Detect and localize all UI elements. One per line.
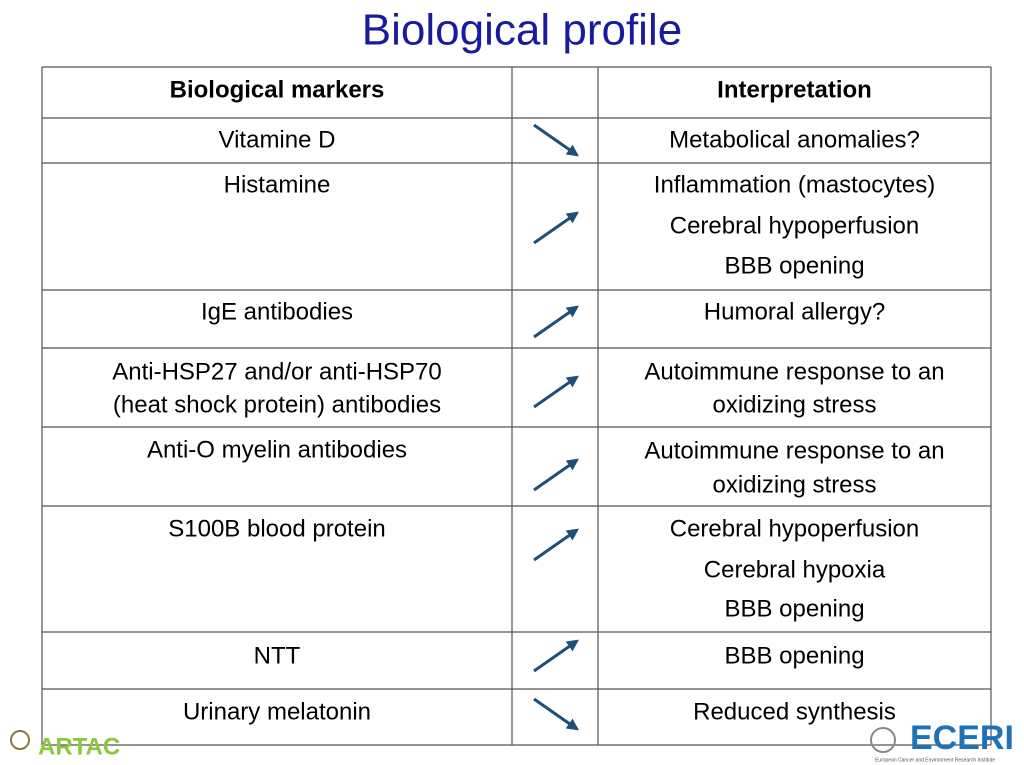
marker-text: IgE antibodies xyxy=(201,298,353,325)
interpretation-text: BBB opening xyxy=(724,595,864,622)
marker-text: S100B blood protein xyxy=(168,515,386,542)
marker-text: Histamine xyxy=(224,171,331,198)
interpretation-text: Metabolical anomalies? xyxy=(669,126,920,153)
interpretation-text: Autoimmune response to an xyxy=(644,437,944,464)
header-cell: Interpretation xyxy=(717,76,872,103)
marker-text: (heat shock protein) antibodies xyxy=(113,391,441,418)
logo-caption: European Cancer and Environment Research… xyxy=(875,757,995,763)
interpretation-text: Cerebral hypoperfusion xyxy=(670,212,919,239)
marker-text: NTT xyxy=(254,642,301,669)
logo-left: ARTAC xyxy=(38,733,120,760)
marker-text: Anti-O myelin antibodies xyxy=(147,436,407,463)
interpretation-text: oxidizing stress xyxy=(712,391,876,418)
logo-right: ECERI xyxy=(910,719,1014,757)
interpretation-text: Humoral allergy? xyxy=(704,298,885,325)
marker-text: Urinary melatonin xyxy=(183,698,371,725)
header-cell: Biological markers xyxy=(170,76,385,103)
marker-text: Vitamine D xyxy=(219,126,336,153)
interpretation-text: Cerebral hypoxia xyxy=(704,556,886,583)
interpretation-text: oxidizing stress xyxy=(712,471,876,498)
trend-arrow xyxy=(533,375,579,409)
trend-arrow xyxy=(533,305,579,339)
interpretation-text: BBB opening xyxy=(724,642,864,669)
marker-text: Anti-HSP27 and/or anti-HSP70 xyxy=(112,358,442,385)
trend-arrow xyxy=(533,123,579,157)
trend-arrow xyxy=(533,458,579,492)
interpretation-text: Inflammation (mastocytes) xyxy=(654,171,935,198)
trend-arrow xyxy=(533,528,579,562)
trend-arrow xyxy=(533,639,579,673)
logo-icon xyxy=(10,730,30,750)
table: Biological markers Interpretation Vitamine… xyxy=(41,66,992,746)
interpretation-text: Cerebral hypoperfusion xyxy=(670,515,919,542)
trend-arrow xyxy=(533,697,579,731)
trend-arrow xyxy=(533,211,579,245)
slide-title: Biological profile xyxy=(362,6,682,55)
interpretation-text: Autoimmune response to an xyxy=(644,358,944,385)
interpretation-text: BBB opening xyxy=(724,252,864,279)
interpretation-text: Reduced synthesis xyxy=(693,698,896,725)
logo-icon xyxy=(870,727,896,753)
